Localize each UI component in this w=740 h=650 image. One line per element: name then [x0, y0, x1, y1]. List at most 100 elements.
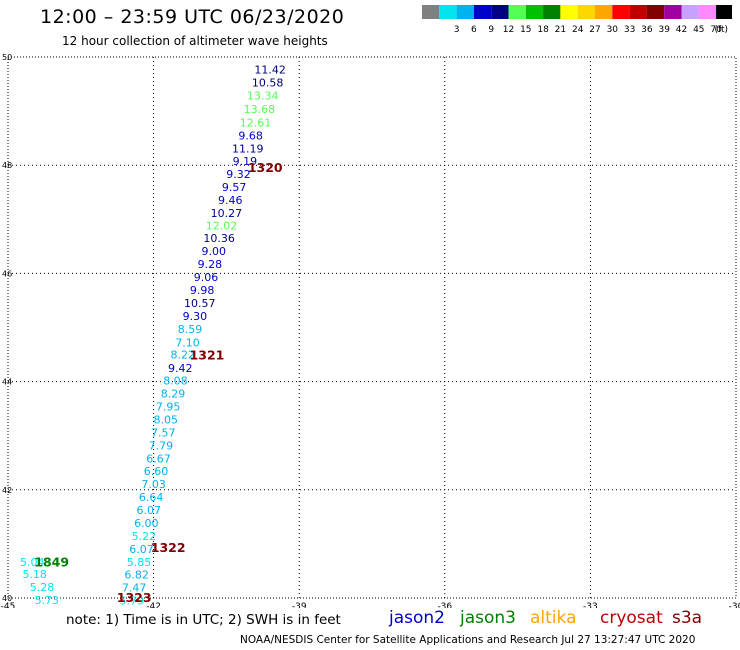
colorbar-tick-label: 27 [589, 25, 600, 35]
y-tick-label: 44 [2, 378, 12, 387]
wave-height-value: 6.07 [136, 504, 161, 517]
colorbar-swatch [422, 5, 440, 19]
pass-time-label: 1323 [117, 590, 152, 605]
wave-height-value: 11.19 [232, 142, 264, 155]
wave-height-value: 9.68 [238, 129, 263, 142]
colorbar-tick-label: 6 [471, 25, 477, 35]
wave-height-value: 9.28 [198, 258, 223, 271]
credit-line: NOAA/NESDIS Center for Satellite Applica… [240, 634, 696, 646]
pass-time-label: 1322 [151, 540, 186, 555]
wave-height-value: 6.67 [146, 452, 171, 465]
wave-height-value: 11.42 [254, 63, 286, 76]
colorbar-swatch [664, 5, 682, 19]
wave-height-value: 9.06 [194, 271, 219, 284]
wave-height-value: 6.64 [139, 491, 164, 504]
wave-height-value: 9.30 [183, 310, 208, 323]
y-tick-label: 42 [2, 486, 12, 495]
x-tick-label: -36 [437, 602, 452, 608]
y-tick-label: 46 [2, 269, 12, 278]
colorbar-swatch [629, 5, 647, 19]
satellite-jason2: jason2 [389, 608, 445, 628]
wave-height-value: 8.05 [153, 413, 178, 426]
wave-height-value: 8.22 [170, 349, 195, 362]
colorbar-tick-label: 9 [488, 25, 494, 35]
colorbar-swatch [491, 5, 509, 19]
x-tick-label: -45 [1, 602, 16, 608]
wave-height-value: 10.36 [203, 232, 235, 245]
wave-height-value: 6.07 [129, 543, 154, 556]
colorbar-swatch [439, 5, 457, 19]
colorbar-swatch [595, 5, 613, 19]
colorbar-swatch [456, 5, 474, 19]
chart-title: 12:00 – 23:59 UTC 06/23/2020 [40, 6, 345, 28]
colorbar-swatch [577, 5, 595, 19]
wave-height-map: -45 -42 -39 -36 -33 -30 50 48 46 44 42 40 11.4210.58… [1, 53, 740, 608]
wave-height-value: 9.57 [222, 181, 247, 194]
pass-time-label: 1849 [34, 554, 69, 569]
satellite-cryosat: cryosat [600, 608, 663, 628]
wave-height-value: 8.59 [178, 323, 203, 336]
wave-height-value: 8.29 [161, 388, 186, 401]
colorbar-tick-label: 24 [572, 25, 584, 35]
colorbar-tick-label: 18 [537, 25, 549, 35]
wave-height-value: 9.46 [218, 194, 243, 207]
wave-height-value: 7.03 [141, 478, 166, 491]
wave-height-value: 5.22 [132, 530, 157, 543]
colorbar-swatch [681, 5, 699, 19]
wave-height-value: 9.32 [226, 168, 251, 181]
y-tick-label: 48 [2, 161, 12, 170]
wave-height-value: 6.00 [134, 517, 159, 530]
wave-height-value: 9.19 [233, 155, 258, 168]
x-tick-label: -33 [583, 602, 598, 608]
wave-height-value: 12.61 [240, 116, 272, 129]
colorbar-swatch [473, 5, 492, 19]
colorbar-swatch [716, 5, 732, 19]
pass-time-label: 1321 [190, 348, 225, 363]
wave-height-value: 5.73 [35, 594, 60, 607]
wave-height-value: 5.85 [127, 556, 152, 569]
wave-height-value: 12.02 [206, 219, 238, 232]
colorbar-tick-label: 36 [641, 25, 653, 35]
wave-height-value: 7.10 [175, 337, 200, 350]
wave-height-value: 5.04 [20, 556, 45, 569]
wave-height-value: 10.27 [211, 207, 243, 220]
colorbar-tick-label: 3 [454, 25, 460, 35]
x-tick-label: -30 [729, 602, 740, 608]
color-scale-legend: 3 6 9 12 15 18 21 24 27 30 33 36 39 42 45 70(ft) [422, 5, 732, 35]
colorbar-swatch [698, 5, 717, 19]
wave-height-value: 5.28 [30, 581, 55, 594]
colorbar-unit: (ft) [714, 25, 728, 35]
wave-height-value: 5.18 [22, 568, 47, 581]
satellite-jason3: jason3 [460, 608, 516, 628]
colorbar-swatch [560, 5, 578, 19]
colorbar-swatch [543, 5, 561, 19]
wave-height-value: 7.57 [151, 426, 176, 439]
satellite-s3a: s3a [672, 608, 703, 628]
footnote: note: 1) Time is in UTC; 2) SWH is in fe… [66, 612, 341, 628]
wave-height-value: 5.79 [120, 595, 145, 608]
colorbar-swatch [525, 5, 544, 19]
wave-height-value: 10.58 [252, 76, 284, 89]
wave-height-value: 13.68 [244, 103, 276, 116]
wave-height-value: 9.00 [202, 245, 227, 258]
colorbar-tick-label: 33 [624, 25, 635, 35]
x-tick-label: -42 [146, 602, 161, 608]
chart-subtitle: 12 hour collection of altimeter wave hei… [62, 34, 328, 48]
wave-height-value: 13.34 [247, 89, 279, 102]
colorbar-tick-label: 21 [555, 25, 566, 35]
y-tick-label: 50 [2, 53, 12, 62]
colorbar-swatch [612, 5, 630, 19]
colorbar-swatch [646, 5, 665, 19]
satellite-altika: altika [530, 608, 577, 628]
y-tick-label: 40 [2, 594, 12, 603]
wave-height-value: 7.95 [156, 400, 181, 413]
colorbar-tick-label: 42 [676, 25, 687, 35]
colorbar-swatch [508, 5, 526, 19]
colorbar-tick-label: 15 [520, 25, 531, 35]
colorbar-tick-label: 45 [693, 25, 704, 35]
wave-height-value: 7.47 [122, 582, 147, 595]
pass-time-label: 1320 [248, 160, 283, 175]
colorbar-tick-label: 39 [658, 25, 670, 35]
wave-height-value: 9.42 [168, 362, 193, 375]
colorbar-tick-label: 12 [503, 25, 514, 35]
